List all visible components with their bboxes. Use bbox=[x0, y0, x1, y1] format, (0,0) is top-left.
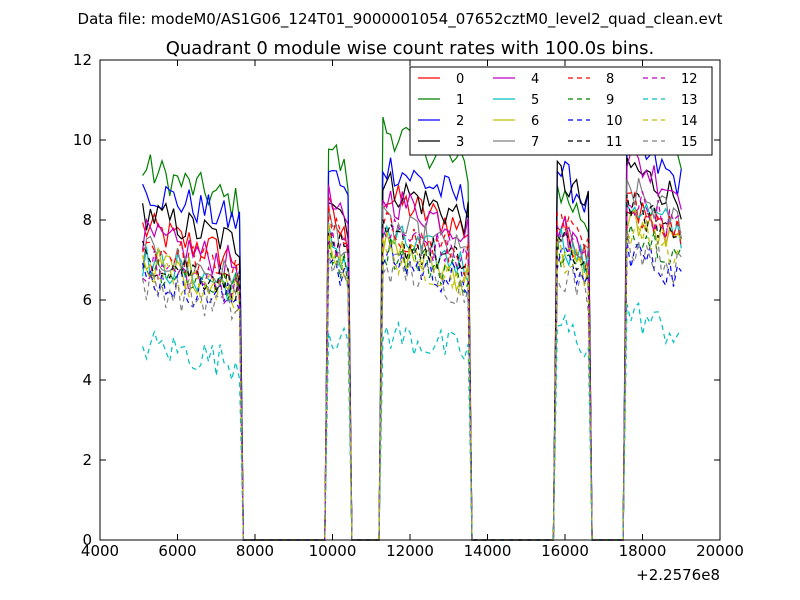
legend-label-12: 12 bbox=[681, 72, 698, 87]
x-tick-label: 20000 bbox=[696, 542, 744, 560]
legend-label-2: 2 bbox=[456, 114, 464, 129]
y-tick-label: 0 bbox=[82, 531, 92, 549]
legend-label-11: 11 bbox=[606, 135, 623, 150]
x-tick-label: 14000 bbox=[464, 542, 512, 560]
y-tick-label: 8 bbox=[82, 211, 92, 229]
x-tick-label: 8000 bbox=[236, 542, 274, 560]
series-line-11 bbox=[142, 190, 682, 541]
x-tick-label: 4000 bbox=[81, 542, 119, 560]
legend-label-14: 14 bbox=[681, 114, 698, 129]
series-line-14 bbox=[142, 219, 682, 541]
x-axis-ticks: 4000 6000 8000 10000 12000 14000 16000 18000 200… bbox=[81, 60, 744, 560]
series-line-12 bbox=[142, 191, 682, 541]
legend-label-15: 15 bbox=[681, 135, 698, 150]
legend-label-10: 10 bbox=[606, 114, 623, 129]
x-axis-offset-label: +2.2576e8 bbox=[636, 566, 720, 584]
legend-label-5: 5 bbox=[531, 93, 539, 108]
x-tick-label: 18000 bbox=[619, 542, 667, 560]
x-tick-label: 10000 bbox=[309, 542, 357, 560]
series-line-3 bbox=[142, 157, 682, 541]
series-line-2 bbox=[142, 128, 682, 541]
series-line-1 bbox=[142, 98, 682, 541]
y-tick-label: 6 bbox=[82, 291, 92, 309]
y-tick-label: 12 bbox=[73, 51, 92, 69]
legend-label-4: 4 bbox=[531, 72, 539, 87]
legend-label-8: 8 bbox=[606, 72, 614, 87]
series-line-4 bbox=[142, 149, 682, 541]
series-line-15 bbox=[142, 229, 682, 541]
x-tick-label: 12000 bbox=[386, 542, 434, 560]
legend-label-0: 0 bbox=[456, 72, 464, 87]
legend-label-6: 6 bbox=[531, 114, 539, 129]
legend-label-9: 9 bbox=[606, 93, 614, 108]
series-line-8 bbox=[142, 189, 682, 541]
y-tick-label: 10 bbox=[73, 131, 92, 149]
plot-lines bbox=[142, 98, 682, 541]
series-line-6 bbox=[142, 209, 682, 541]
legend-box bbox=[409, 66, 713, 156]
legend-label-1: 1 bbox=[456, 93, 464, 108]
y-tick-label: 2 bbox=[82, 451, 92, 469]
legend-label-7: 7 bbox=[531, 135, 539, 150]
legend-label-3: 3 bbox=[456, 135, 464, 150]
data-file-supertitle: Data file: modeM0/AS1G06_124T01_90000010… bbox=[78, 10, 723, 29]
y-tick-label: 4 bbox=[82, 371, 92, 389]
series-line-13 bbox=[142, 301, 682, 541]
legend-label-13: 13 bbox=[681, 93, 698, 108]
x-tick-label: 16000 bbox=[541, 542, 589, 560]
x-tick-label: 6000 bbox=[158, 542, 196, 560]
chart-title: Quadrant 0 module wise count rates with … bbox=[166, 38, 655, 59]
